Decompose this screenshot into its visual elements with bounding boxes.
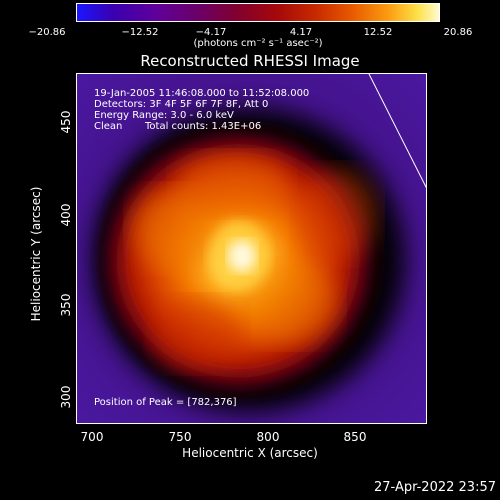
x-tick-label: 700 — [80, 430, 104, 444]
total-counts-text: Total counts: 1.43E+06 — [145, 121, 262, 132]
timestamp: 27-Apr-2022 23:57 — [374, 480, 496, 495]
colorbar-tick-label: −12.52 — [121, 27, 159, 38]
colorbar-tick-label: 4.17 — [289, 27, 313, 38]
colorbar-tick-label: 20.86 — [443, 27, 473, 38]
colorbar — [76, 3, 440, 22]
colorbar-tick-label: 12.52 — [363, 27, 393, 38]
plot-title: Reconstructed RHESSI Image — [140, 52, 360, 70]
image-plot — [76, 73, 427, 424]
y-tick-label: 450 — [59, 110, 73, 134]
x-tick-label: 750 — [168, 430, 192, 444]
y-tick-label: 300 — [59, 385, 73, 409]
time-range-text: 19-Jan-2005 11:46:08.000 to 11:52:08.000 — [94, 88, 310, 99]
colorbar-tick-label: −4.17 — [195, 27, 227, 38]
y-tick-label: 350 — [59, 293, 73, 317]
detectors-text: Detectors: 3F 4F 5F 6F 7F 8F, Att 0 — [94, 99, 269, 110]
colorbar-units: (photons cm⁻² s⁻¹ asec⁻²) — [193, 38, 323, 49]
solar-image — [77, 74, 426, 423]
colorbar-tick-label: −20.86 — [28, 27, 66, 38]
x-tick-label: 850 — [343, 430, 367, 444]
peak-position-text: Position of Peak = [782,376] — [94, 397, 237, 408]
x-tick-label: 800 — [256, 430, 280, 444]
x-axis-label: Heliocentric X (arcsec) — [182, 446, 318, 460]
energy-range-text: Energy Range: 3.0 - 6.0 keV — [94, 110, 234, 121]
method-text: Clean — [94, 121, 123, 132]
y-tick-label: 400 — [59, 203, 73, 227]
y-axis-label: Heliocentric Y (arcsec) — [29, 186, 43, 322]
